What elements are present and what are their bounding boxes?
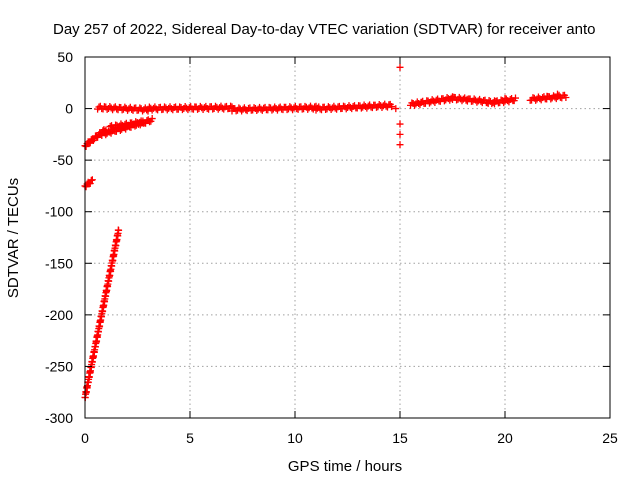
- data-point: [396, 120, 404, 128]
- data-point: [89, 136, 97, 144]
- y-tick-label: -200: [45, 307, 73, 323]
- y-tick-label: -300: [45, 410, 73, 426]
- grid: [85, 57, 610, 418]
- x-tick-label: 25: [602, 430, 618, 446]
- data-point: [114, 123, 122, 131]
- data-point: [417, 98, 425, 106]
- plot-frame: [84, 56, 611, 419]
- data-point: [554, 90, 561, 98]
- data-point: [411, 101, 419, 109]
- axis-ticks: [84, 56, 611, 419]
- data-point: [512, 94, 519, 102]
- x-tick-label: 10: [287, 430, 303, 446]
- y-tick-label: 0: [65, 101, 73, 117]
- tick-labels: 0 5 10 15 20 25 -300 -250 -200 -150 -100 -50 0 50: [45, 49, 618, 446]
- data-point: [396, 141, 404, 149]
- x-tick-label: 15: [392, 430, 408, 446]
- chart-title: Day 257 of 2022, Sidereal Day-to-day VTE…: [53, 21, 595, 38]
- data-point: [396, 63, 404, 71]
- data-point: [501, 94, 509, 102]
- data-point: [140, 119, 148, 127]
- data-point: [115, 226, 123, 234]
- y-tick-label: -100: [45, 204, 73, 220]
- x-tick-label: 20: [497, 430, 513, 446]
- x-tick-label: 5: [186, 430, 194, 446]
- data-point: [500, 99, 508, 107]
- y-tick-label: -250: [45, 358, 73, 374]
- y-axis-label: SDTVAR / TECUs: [5, 178, 22, 298]
- data-point: [392, 105, 400, 113]
- data-point: [102, 131, 110, 139]
- data-points: [81, 63, 570, 402]
- y-tick-label: 50: [57, 49, 73, 65]
- data-point: [88, 176, 96, 184]
- data-point: [148, 115, 156, 123]
- data-point: [463, 95, 471, 103]
- data-point: [86, 180, 94, 188]
- x-tick-label: 0: [81, 430, 89, 446]
- data-point: [396, 130, 404, 138]
- data-point: [388, 103, 396, 111]
- data-point: [543, 92, 551, 100]
- y-tick-label: -150: [45, 255, 73, 271]
- data-point: [562, 94, 570, 102]
- y-tick-label: -50: [53, 152, 73, 168]
- data-point: [484, 99, 492, 107]
- x-axis-label: GPS time / hours: [288, 458, 402, 475]
